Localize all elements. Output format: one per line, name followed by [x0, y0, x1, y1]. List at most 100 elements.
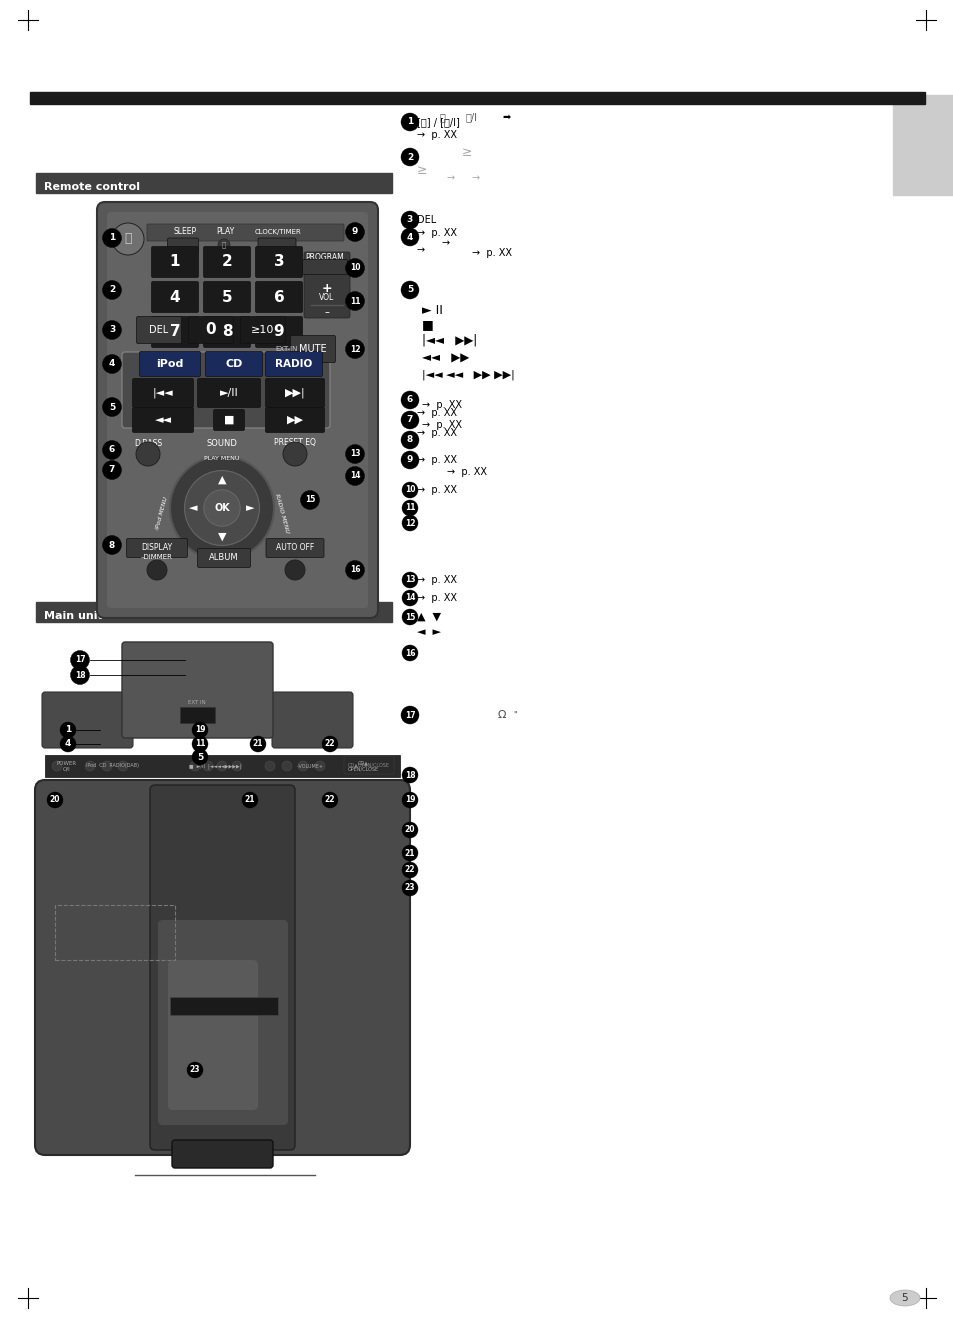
- Circle shape: [232, 760, 242, 771]
- Bar: [892, 95, 952, 195]
- Circle shape: [102, 440, 121, 460]
- Text: →  p. XX: → p. XX: [416, 575, 456, 585]
- Circle shape: [71, 651, 90, 670]
- Circle shape: [400, 228, 418, 246]
- Text: ALBUM: ALBUM: [209, 554, 238, 563]
- FancyBboxPatch shape: [122, 352, 330, 428]
- Circle shape: [192, 735, 208, 753]
- Text: 1: 1: [406, 117, 413, 127]
- Circle shape: [285, 560, 305, 580]
- FancyBboxPatch shape: [127, 539, 188, 558]
- Text: 14: 14: [404, 593, 415, 602]
- Text: 5: 5: [196, 753, 203, 762]
- Text: PRESET EQ: PRESET EQ: [274, 439, 315, 448]
- Text: 22: 22: [324, 739, 335, 749]
- Circle shape: [218, 239, 230, 250]
- Text: ◄◄   ▶▶: ◄◄ ▶▶: [421, 352, 469, 365]
- FancyBboxPatch shape: [152, 316, 198, 348]
- Text: 13: 13: [350, 449, 360, 459]
- Bar: [180, 706, 214, 724]
- Circle shape: [401, 482, 417, 498]
- Circle shape: [192, 722, 208, 738]
- Text: →  p. XX: → p. XX: [447, 467, 486, 477]
- Text: →  p. XX: → p. XX: [421, 420, 461, 430]
- Text: iPod MENU: iPod MENU: [155, 496, 169, 530]
- Circle shape: [300, 490, 319, 510]
- Circle shape: [401, 862, 417, 878]
- Text: 22: 22: [324, 796, 335, 804]
- FancyBboxPatch shape: [240, 316, 285, 344]
- Text: CD: CD: [225, 358, 242, 369]
- FancyBboxPatch shape: [302, 260, 347, 274]
- Text: 2: 2: [406, 153, 413, 162]
- Circle shape: [401, 645, 417, 662]
- Text: 2: 2: [109, 286, 115, 294]
- Circle shape: [283, 442, 307, 467]
- Text: 12: 12: [350, 344, 360, 353]
- FancyBboxPatch shape: [255, 246, 302, 278]
- Text: 3: 3: [109, 326, 115, 335]
- FancyBboxPatch shape: [203, 316, 251, 348]
- Text: 3: 3: [406, 216, 413, 224]
- Text: 10: 10: [350, 264, 360, 273]
- Circle shape: [345, 340, 364, 358]
- Text: EXT-IN: EXT-IN: [275, 347, 298, 352]
- Circle shape: [136, 442, 160, 467]
- FancyBboxPatch shape: [42, 692, 132, 749]
- Circle shape: [204, 490, 240, 526]
- Circle shape: [314, 760, 325, 771]
- Circle shape: [102, 460, 121, 480]
- Circle shape: [401, 500, 417, 517]
- Circle shape: [47, 792, 63, 808]
- Text: iPod: iPod: [156, 358, 184, 369]
- Circle shape: [400, 113, 418, 130]
- Text: ▶▶|: ▶▶|: [284, 387, 305, 398]
- FancyBboxPatch shape: [265, 352, 322, 377]
- Circle shape: [102, 398, 121, 416]
- Circle shape: [250, 735, 266, 753]
- Text: OK: OK: [213, 503, 230, 513]
- Text: Main unit: Main unit: [44, 612, 103, 621]
- Text: D.BASS: D.BASS: [133, 439, 162, 448]
- Text: →: →: [472, 173, 479, 183]
- Text: 4: 4: [65, 739, 71, 749]
- Circle shape: [203, 760, 213, 771]
- FancyBboxPatch shape: [158, 920, 288, 1126]
- Circle shape: [102, 228, 121, 248]
- Text: 22: 22: [404, 866, 415, 875]
- Bar: [36, 173, 392, 192]
- Text: 23: 23: [404, 883, 415, 892]
- Circle shape: [102, 281, 121, 299]
- Text: PROGRAM: PROGRAM: [305, 253, 344, 262]
- Text: EXT IN: EXT IN: [188, 700, 206, 705]
- Text: CD▲OPEN/CLOSE: CD▲OPEN/CLOSE: [348, 763, 390, 767]
- Text: |◄◄   ▶▶|: |◄◄ ▶▶|: [421, 333, 476, 347]
- FancyBboxPatch shape: [168, 960, 257, 1110]
- Circle shape: [345, 291, 364, 311]
- Circle shape: [170, 456, 274, 560]
- FancyBboxPatch shape: [304, 252, 350, 318]
- FancyBboxPatch shape: [132, 378, 193, 407]
- Text: ► II: ► II: [421, 303, 442, 316]
- Text: →  p. XX: → p. XX: [416, 228, 456, 239]
- Circle shape: [401, 792, 417, 808]
- Text: ⏲: ⏲: [222, 241, 226, 248]
- FancyBboxPatch shape: [132, 407, 193, 432]
- Circle shape: [400, 211, 418, 229]
- Text: ➡: ➡: [502, 112, 511, 123]
- Text: 9: 9: [406, 456, 413, 464]
- FancyBboxPatch shape: [152, 246, 198, 278]
- Text: Remote control: Remote control: [44, 182, 140, 192]
- Bar: [30, 92, 924, 104]
- Text: ◄  ►: ◄ ►: [416, 627, 440, 637]
- Text: ⏻: ⏻: [438, 112, 444, 123]
- Bar: [170, 996, 277, 1015]
- Text: 1: 1: [65, 725, 71, 734]
- Text: 19: 19: [194, 725, 205, 734]
- Circle shape: [401, 880, 417, 896]
- Text: 9: 9: [274, 324, 284, 340]
- Circle shape: [401, 590, 417, 606]
- Circle shape: [242, 792, 257, 808]
- FancyBboxPatch shape: [344, 757, 394, 774]
- Text: iPod  CD  RADIO(DAB): iPod CD RADIO(DAB): [87, 763, 139, 768]
